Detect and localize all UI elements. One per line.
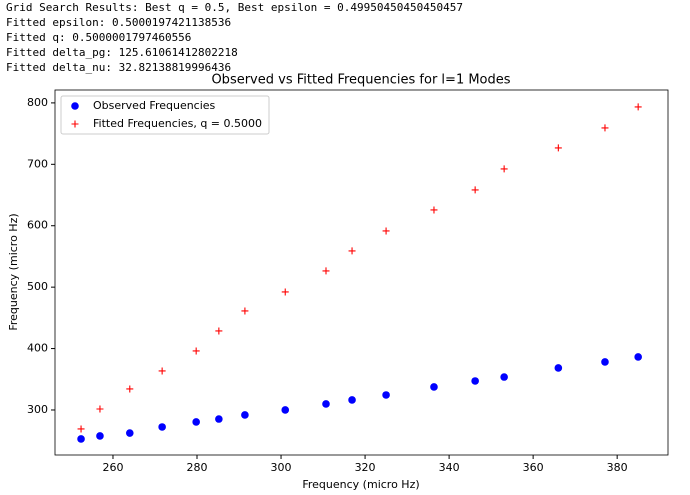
x-tick-label: 300 [271,461,292,474]
plot-frame [54,89,669,456]
plus-marker [96,405,104,413]
legend-marker [71,102,79,110]
plus-marker [554,144,562,152]
circle-marker [471,377,479,385]
circle-marker [500,373,508,381]
circle-marker [554,364,563,372]
circle-marker [125,429,134,437]
circle-marker [601,358,609,366]
x-tick-label: 260 [102,461,123,474]
legend-label: Fitted Frequencies, q = 0.5000 [93,117,262,130]
output-line: Fitted epsilon: 0.5000197421138536 [6,16,232,29]
plus-marker [322,267,330,275]
plus-marker [126,385,134,393]
plus-marker [77,425,85,433]
plus-marker [500,165,508,173]
y-axis-label: Frequency (micro Hz) [7,213,20,330]
output-line: Fitted delta_nu: 32.82138819996436 [6,61,232,74]
x-tick-label: 340 [439,461,460,474]
circle-marker [634,353,642,361]
circle-marker [322,400,330,408]
legend-marker [71,120,79,128]
circle-marker [158,423,166,431]
plus-marker [192,347,200,355]
output-line: Grid Search Results: Best q = 0.5, Best … [6,1,463,14]
x-tick-label: 320 [355,461,376,474]
plus-marker [158,367,166,375]
circle-marker [430,383,438,391]
plus-marker [601,124,609,132]
legend: Observed Frequencies Fitted Frequencies, … [60,95,270,135]
y-tick-label: 300 [27,403,48,416]
text-output: Grid Search Results: Best q = 0.5, Best … [6,0,463,75]
x-tick-label: 360 [523,461,544,474]
plus-marker [634,103,642,111]
plus-marker [281,288,289,296]
chart-title: Observed vs Fitted Frequencies for l=1 M… [211,73,510,88]
circle-marker [192,418,200,426]
x-tick-label: 380 [607,461,628,474]
output-line: Fitted q: 0.5000001797460556 [6,31,192,44]
x-tick-label: 280 [187,461,208,474]
plus-marker [348,247,356,255]
circle-marker [96,432,104,440]
circle-marker [281,406,290,414]
circle-marker [77,435,85,443]
circle-marker [382,391,390,399]
circle-marker [348,396,356,404]
legend-label: Observed Frequencies [93,99,216,112]
plus-marker [471,186,479,194]
y-tick-label: 800 [27,96,48,109]
plus-marker [382,227,390,235]
y-tick-label: 400 [27,342,48,355]
y-tick-label: 700 [27,157,48,170]
plus-marker [241,307,249,315]
legend-box [60,95,270,135]
output-line: Fitted delta_pg: 125.61061412802218 [6,46,238,59]
x-axis-label: Frequency (micro Hz) [302,478,419,491]
plus-marker [215,327,223,335]
plus-marker [430,206,438,214]
y-tick-label: 600 [27,219,48,232]
circle-marker [215,415,223,423]
y-tick-label: 500 [27,280,48,293]
circle-marker [241,411,249,419]
